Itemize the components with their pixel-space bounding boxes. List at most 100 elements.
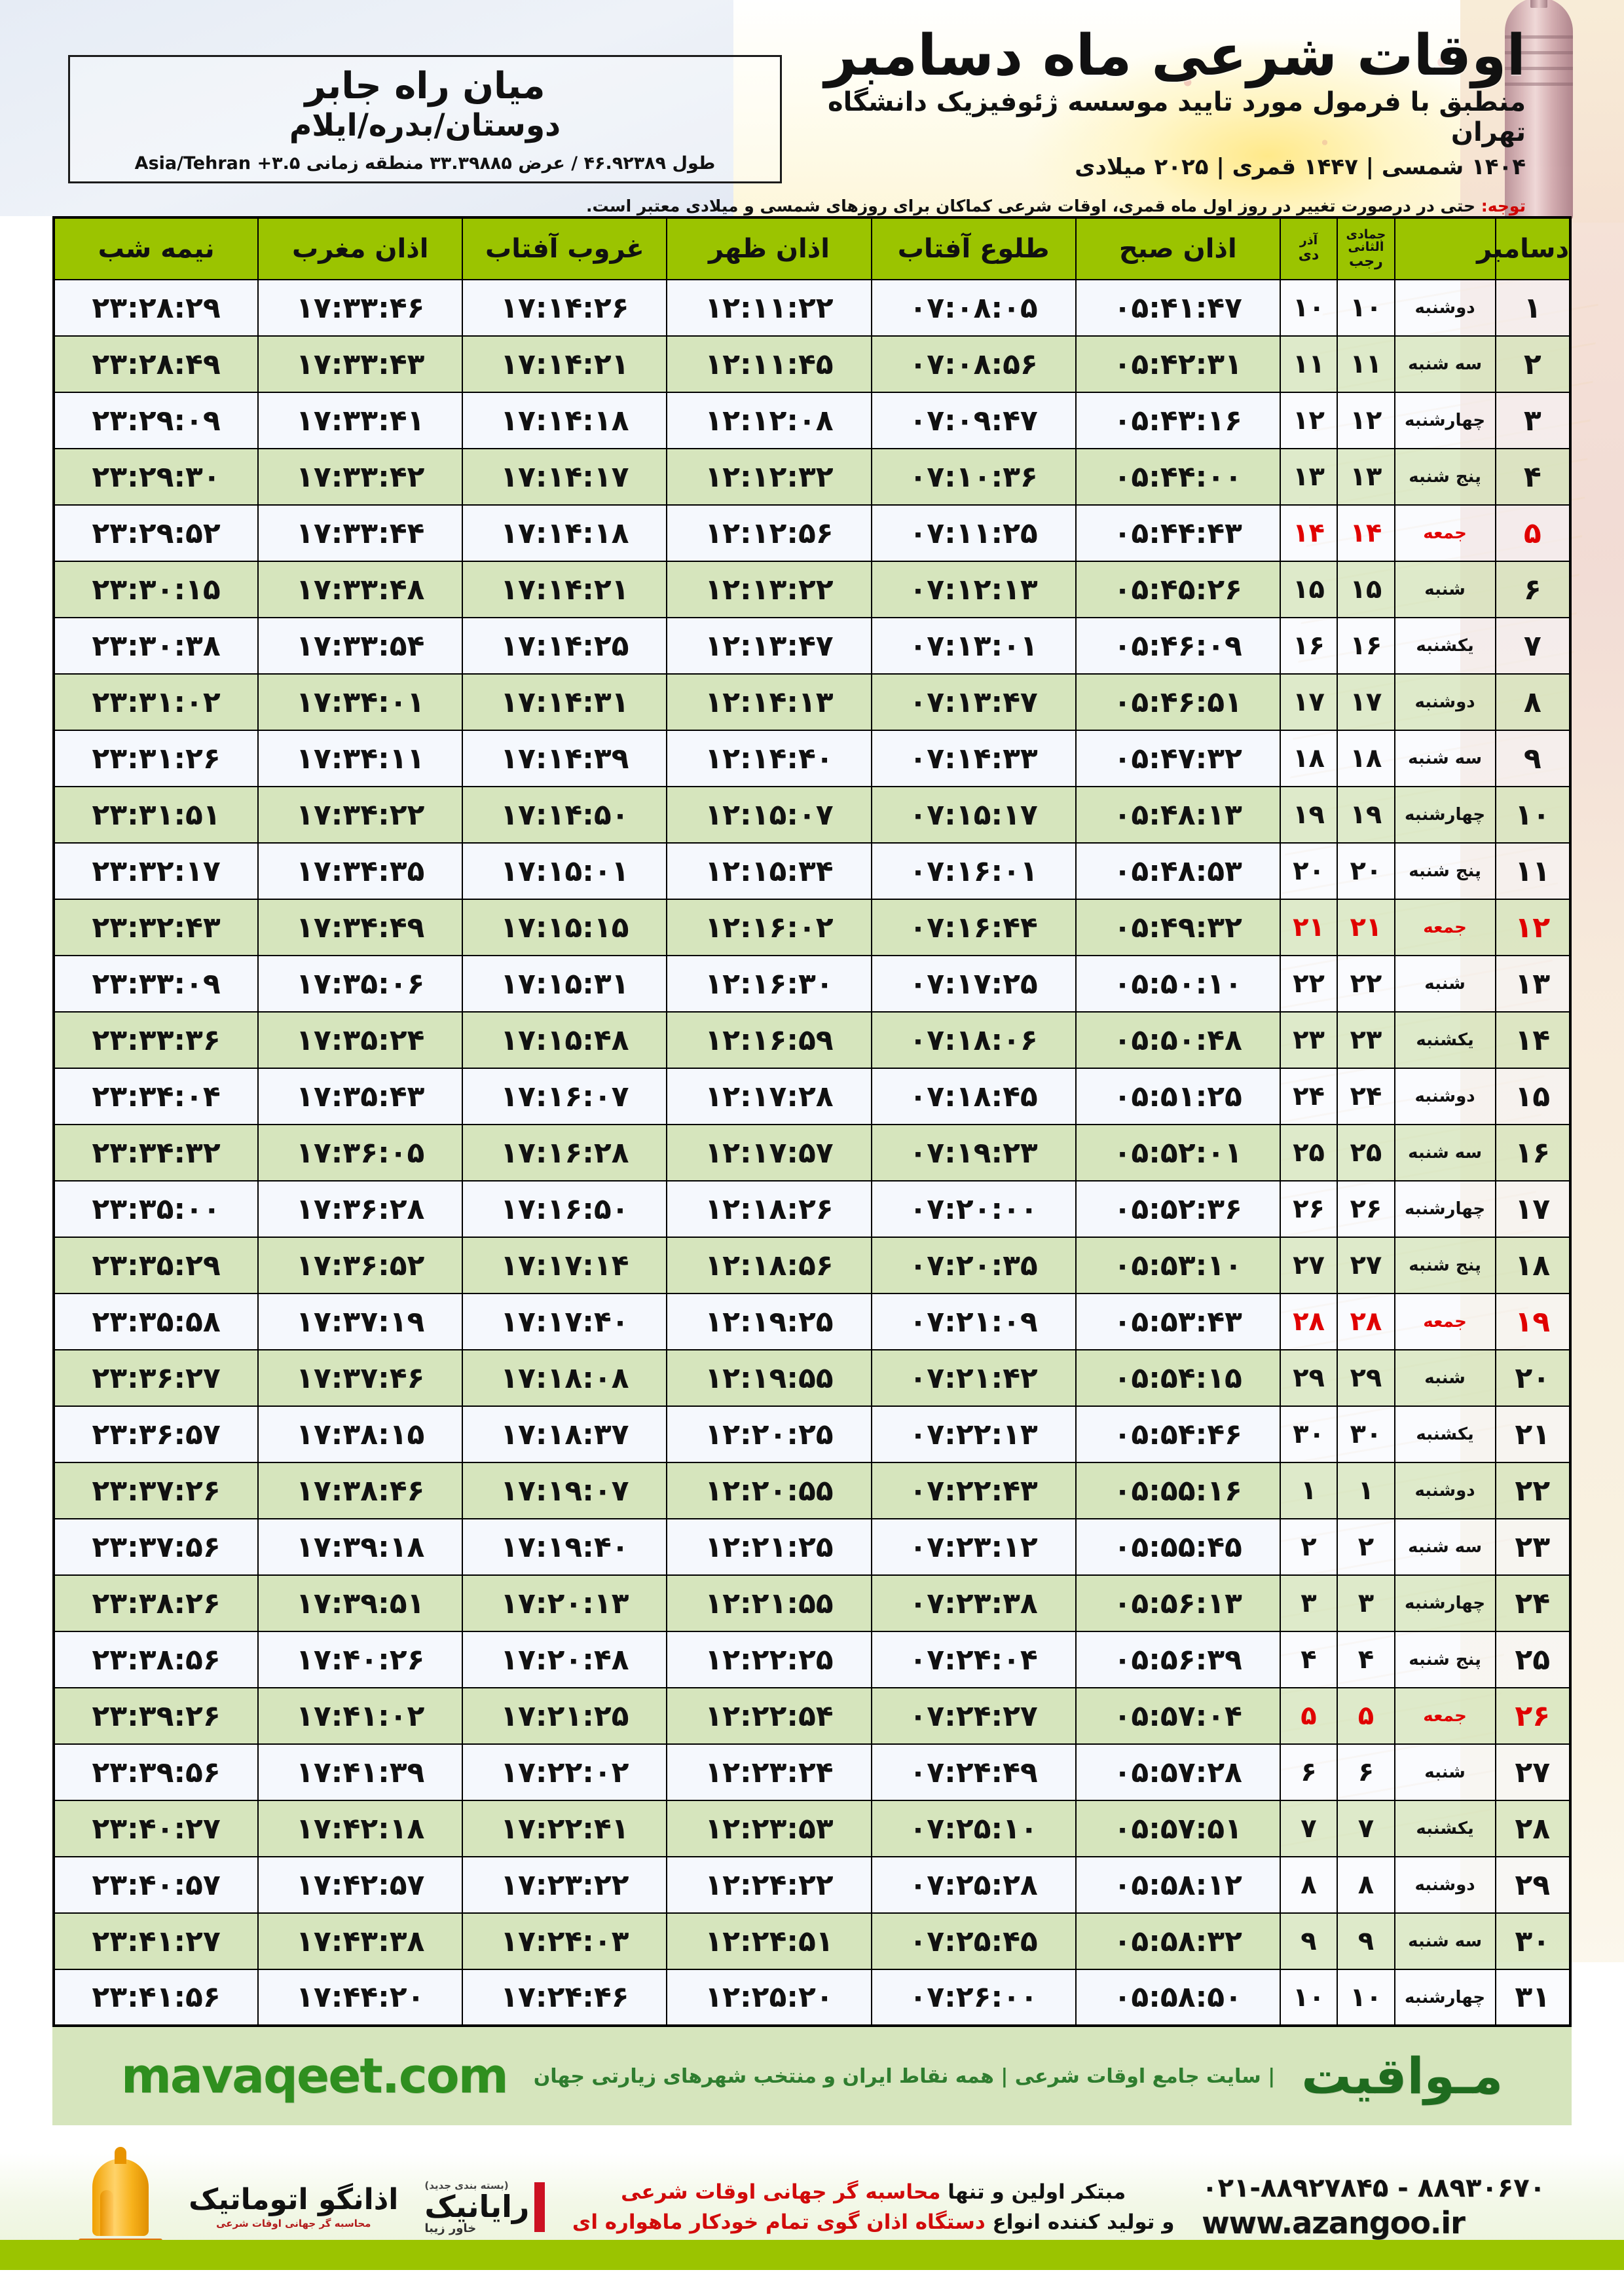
cell-weekday: چهارشنبه: [1393, 392, 1496, 449]
rayaneh-logo: (بسته بندی جدید) رایانیک خاور زیبا: [424, 2180, 545, 2235]
cell-hijri: ۱: [1337, 1462, 1395, 1519]
cell-fajr: ۰۵:۴۲:۳۱: [1075, 335, 1281, 393]
cell-maghrib: ۱۷:۳۹:۵۱: [257, 1574, 464, 1632]
footer-line2-highlight: دستگاه اذان گوی تمام خودکار ماهواره ای: [572, 2210, 986, 2234]
cell-dhuhr: ۱۲:۱۳:۴۷: [666, 617, 872, 675]
cell-maghrib: ۱۷:۳۶:۵۲: [257, 1237, 464, 1294]
cell-sunrise: ۰۷:۱۳:۴۷: [870, 673, 1077, 731]
promo-band: مـواقیت | سایت جامع اوقات شرعی | همه نقا…: [52, 2027, 1572, 2125]
col-header-sunrise: طلوع آفتاب: [870, 217, 1077, 280]
footer-line1-prefix: مبتکر اولین و تنها: [948, 2180, 1126, 2204]
cell-day: ۱۸: [1494, 1237, 1572, 1294]
col-header-shamsi-bottom: دی: [1298, 247, 1320, 264]
mavaqeet-url[interactable]: mavaqeet.com: [120, 2048, 509, 2104]
cell-hijri: ۱۶: [1337, 617, 1395, 675]
col-header-midnight: نیمه شب: [52, 217, 259, 280]
cell-day: ۸: [1494, 673, 1572, 731]
cell-fajr: ۰۵:۵۶:۳۹: [1075, 1631, 1281, 1688]
cell-weekday: سه شنبه: [1393, 1912, 1496, 1970]
cell-shamsi: ۱۲: [1279, 392, 1338, 449]
cell-maghrib: ۱۷:۴۰:۲۶: [257, 1631, 464, 1688]
cell-hijri: ۴: [1337, 1631, 1395, 1688]
cell-sunrise: ۰۷:۱۹:۲۳: [870, 1124, 1077, 1182]
cell-hijri: ۷: [1337, 1800, 1395, 1857]
cell-maghrib: ۱۷:۴۳:۳۸: [257, 1912, 464, 1970]
cell-fajr: ۰۵:۴۷:۳۲: [1075, 730, 1281, 787]
location-geo: طول ۴۶.۹۲۳۸۹ / عرض ۳۳.۳۹۸۸۵ منطقه زمانی …: [134, 153, 716, 174]
cell-day: ۳۱: [1494, 1969, 1572, 2026]
col-header-shamsi: آذر دی: [1279, 217, 1338, 280]
note-label: توجه:: [1481, 196, 1526, 215]
col-header-hijri: جمادی الثانی رجب: [1337, 217, 1395, 280]
cell-day: ۲۰: [1494, 1349, 1572, 1407]
cell-dhuhr: ۱۲:۲۰:۵۵: [666, 1462, 872, 1519]
table-header-row: دسامبر جمادی الثانی رجب آذر دی اذان صبح …: [52, 217, 1572, 280]
cell-sunrise: ۰۷:۲۴:۲۷: [870, 1687, 1077, 1745]
table-row: ۲۳ سه شنبه ۲ ۲ ۰۵:۵۵:۴۵ ۰۷:۲۳:۱۲ ۱۲:۲۱:۲۵ ۱۷:۱۹…: [52, 1518, 1572, 1576]
cell-fajr: ۰۵:۵۳:۴۳: [1075, 1293, 1281, 1350]
cell-weekday: دوشنبه: [1393, 1068, 1496, 1125]
azangoo-text-block: اذانگو اتوماتیک محاسبه گر جهانی اوقات شر…: [189, 2185, 399, 2229]
col-header-fajr: اذان صبح: [1075, 217, 1281, 280]
cell-sunset: ۱۷:۱۶:۵۰: [462, 1180, 668, 1238]
cell-midnight: ۲۳:۳۸:۵۶: [52, 1631, 259, 1688]
cell-midnight: ۲۳:۳۵:۵۸: [52, 1293, 259, 1350]
cell-day: ۲۱: [1494, 1405, 1572, 1463]
cell-hijri: ۲۸: [1337, 1293, 1395, 1350]
cell-fajr: ۰۵:۴۶:۰۹: [1075, 617, 1281, 675]
cell-hijri: ۲۰: [1337, 842, 1395, 900]
cell-shamsi: ۱۳: [1279, 448, 1338, 506]
cell-day: ۱۹: [1494, 1293, 1572, 1350]
cell-shamsi: ۲۳: [1279, 1011, 1338, 1069]
table-row: ۱۵ دوشنبه ۲۴ ۲۴ ۰۵:۵۱:۲۵ ۰۷:۱۸:۴۵ ۱۲:۱۷:۲۸ ۱۷:۱…: [52, 1068, 1572, 1125]
cell-midnight: ۲۳:۲۹:۰۹: [52, 392, 259, 449]
cell-day: ۳: [1494, 392, 1572, 449]
cell-sunset: ۱۷:۱۵:۴۸: [462, 1011, 668, 1069]
cell-dhuhr: ۱۲:۱۹:۵۵: [666, 1349, 872, 1407]
cell-sunrise: ۰۷:۲۳:۱۲: [870, 1518, 1077, 1576]
cell-maghrib: ۱۷:۳۸:۱۵: [257, 1405, 464, 1463]
cell-shamsi: ۹: [1279, 1912, 1338, 1970]
cell-sunset: ۱۷:۱۹:۴۰: [462, 1518, 668, 1576]
cell-maghrib: ۱۷:۳۴:۳۵: [257, 842, 464, 900]
footer-website[interactable]: www.azangoo.ir: [1202, 2205, 1466, 2241]
cell-shamsi: ۲۶: [1279, 1180, 1338, 1238]
cell-maghrib: ۱۷:۳۴:۱۱: [257, 730, 464, 787]
rayaneh-badge: (بسته بندی جدید): [424, 2179, 509, 2191]
cell-midnight: ۲۳:۴۰:۵۷: [52, 1856, 259, 1914]
cell-shamsi: ۱۰: [1279, 279, 1338, 337]
cell-sunrise: ۰۷:۱۸:۴۵: [870, 1068, 1077, 1125]
cell-day: ۱۴: [1494, 1011, 1572, 1069]
cell-shamsi: ۷: [1279, 1800, 1338, 1857]
cell-sunset: ۱۷:۱۵:۱۵: [462, 899, 668, 956]
cell-weekday: دوشنبه: [1393, 673, 1496, 731]
cell-hijri: ۲۶: [1337, 1180, 1395, 1238]
cell-weekday: چهارشنبه: [1393, 786, 1496, 844]
location-path: دوستان/بدره/ایلام: [289, 107, 561, 143]
cell-maghrib: ۱۷:۳۳:۴۱: [257, 392, 464, 449]
cell-shamsi: ۱: [1279, 1462, 1338, 1519]
cell-maghrib: ۱۷:۳۳:۴۸: [257, 561, 464, 618]
cell-sunset: ۱۷:۱۸:۳۷: [462, 1405, 668, 1463]
cell-dhuhr: ۱۲:۲۱:۵۵: [666, 1574, 872, 1632]
cell-fajr: ۰۵:۴۴:۰۰: [1075, 448, 1281, 506]
col-header-hijri-bottom: رجب: [1349, 253, 1383, 270]
cell-midnight: ۲۳:۳۷:۵۶: [52, 1518, 259, 1576]
cell-hijri: ۹: [1337, 1912, 1395, 1970]
cell-sunset: ۱۷:۱۷:۴۰: [462, 1293, 668, 1350]
cell-sunrise: ۰۷:۱۶:۰۱: [870, 842, 1077, 900]
cell-sunset: ۱۷:۱۴:۲۱: [462, 561, 668, 618]
cell-weekday: جمعه: [1393, 1687, 1496, 1745]
cell-day: ۶: [1494, 561, 1572, 618]
cell-shamsi: ۲۸: [1279, 1293, 1338, 1350]
table-row: ۱۹ جمعه ۲۸ ۲۸ ۰۵:۵۳:۴۳ ۰۷:۲۱:۰۹ ۱۲:۱۹:۲۵ ۱۷:۱۷:…: [52, 1293, 1572, 1350]
footer-phone[interactable]: ۰۲۱-۸۸۹۲۷۸۴۵ - ۸۸۹۳۰۶۷۰: [1202, 2173, 1546, 2204]
table-row: ۱۶ سه شنبه ۲۵ ۲۵ ۰۵:۵۲:۰۱ ۰۷:۱۹:۲۳ ۱۲:۱۷:۵۷ ۱۷:…: [52, 1124, 1572, 1182]
cell-day: ۲۸: [1494, 1800, 1572, 1857]
cell-fajr: ۰۵:۴۵:۲۶: [1075, 561, 1281, 618]
cell-midnight: ۲۳:۳۰:۳۸: [52, 617, 259, 675]
cell-sunrise: ۰۷:۱۳:۰۱: [870, 617, 1077, 675]
cell-maghrib: ۱۷:۴۱:۳۹: [257, 1743, 464, 1801]
cell-sunset: ۱۷:۲۰:۴۸: [462, 1631, 668, 1688]
cell-midnight: ۲۳:۴۰:۲۷: [52, 1800, 259, 1857]
